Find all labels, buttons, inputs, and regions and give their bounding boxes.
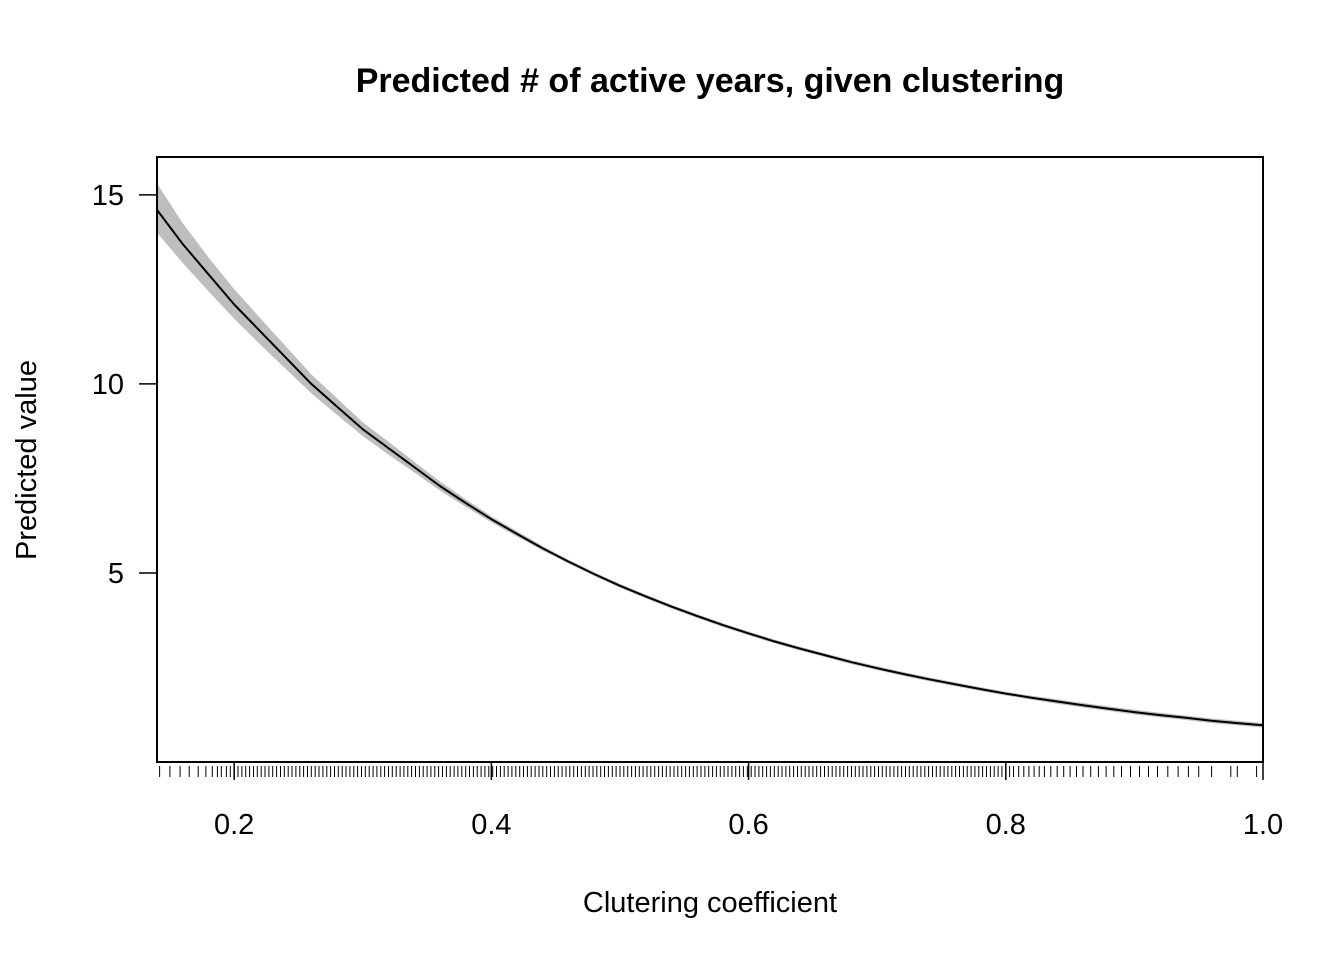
data-point bbox=[1005, 693, 1007, 695]
data-point bbox=[542, 547, 544, 550]
data-point bbox=[310, 383, 312, 385]
data-point bbox=[979, 688, 981, 690]
x-tick-label: 0.2 bbox=[214, 809, 254, 841]
data-point bbox=[413, 466, 415, 468]
y-axis-label: Predicted value bbox=[11, 360, 43, 560]
data-point bbox=[1133, 711, 1135, 713]
data-point bbox=[1159, 714, 1161, 716]
data-point bbox=[825, 654, 827, 657]
x-axis-label: Clutering coefficient bbox=[583, 887, 837, 919]
y-tick-label: 15 bbox=[92, 180, 124, 212]
data-point bbox=[773, 640, 775, 643]
x-axis: 0.2 0.4 0.6 0.8 1.0 bbox=[214, 762, 1283, 841]
data-point bbox=[722, 624, 724, 626]
data-point bbox=[953, 683, 955, 685]
data-point bbox=[850, 661, 853, 663]
data-point bbox=[1236, 722, 1238, 724]
data-point bbox=[1108, 708, 1110, 710]
data-point bbox=[285, 356, 287, 358]
chart-title: Predicted # of active years, given clust… bbox=[356, 62, 1065, 100]
data-point bbox=[259, 330, 261, 332]
data-point bbox=[593, 573, 595, 575]
y-tick-label: 10 bbox=[92, 369, 124, 401]
data-point bbox=[902, 673, 904, 675]
confidence-band bbox=[157, 183, 1263, 728]
data-point bbox=[876, 667, 878, 669]
data-point bbox=[928, 678, 930, 680]
data-point bbox=[465, 502, 467, 504]
x-tick-label: 0.8 bbox=[986, 809, 1026, 841]
data-point bbox=[439, 485, 441, 487]
x-tick-label: 1.0 bbox=[1243, 809, 1283, 841]
data-point bbox=[567, 561, 570, 563]
data-point bbox=[1056, 700, 1058, 703]
confidence-band-layer bbox=[157, 183, 1263, 728]
data-point bbox=[619, 585, 621, 587]
data-point bbox=[387, 447, 390, 449]
prediction-line bbox=[156, 209, 1264, 727]
data-point bbox=[748, 632, 750, 635]
data-point bbox=[1185, 717, 1187, 719]
data-point bbox=[799, 648, 801, 650]
data-point bbox=[1082, 704, 1084, 706]
plot-frame bbox=[156, 156, 1264, 763]
data-point bbox=[490, 518, 492, 520]
data-point bbox=[362, 428, 364, 430]
data-point bbox=[516, 533, 518, 535]
data-point bbox=[336, 406, 338, 408]
data-point bbox=[207, 273, 209, 275]
rug-layer bbox=[159, 766, 1264, 777]
data-point bbox=[233, 303, 235, 306]
data-point bbox=[182, 243, 184, 245]
data-point bbox=[1030, 697, 1033, 699]
y-axis: 5 10 15 bbox=[92, 180, 157, 590]
data-point bbox=[645, 595, 647, 598]
y-tick-label: 5 bbox=[108, 558, 124, 590]
data-point bbox=[696, 615, 698, 617]
data-point bbox=[1211, 720, 1213, 722]
x-tick-label: 0.4 bbox=[471, 809, 511, 841]
data-point bbox=[670, 606, 673, 608]
x-tick-label: 0.6 bbox=[728, 809, 768, 841]
